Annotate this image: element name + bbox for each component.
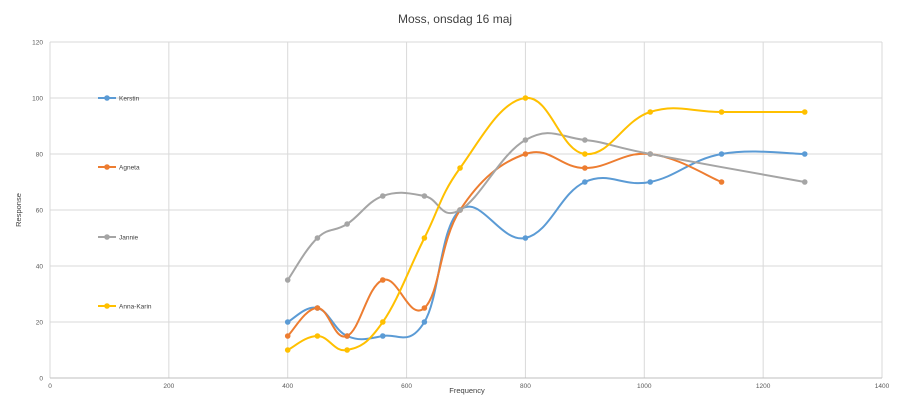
x-tick-label: 400 (282, 383, 293, 390)
data-point-anna-karin (801, 109, 808, 115)
data-point-kerstin (718, 151, 725, 157)
x-tick-label: 1200 (756, 383, 771, 390)
series-agneta (284, 151, 725, 339)
x-tick-label: 600 (401, 383, 412, 390)
x-tick-label: 1400 (875, 383, 890, 390)
data-point-agneta (421, 305, 428, 311)
chart-title: Moss, onsdag 16 maj (398, 12, 512, 26)
data-point-jannie (801, 179, 808, 185)
data-point-anna-karin (522, 95, 529, 101)
data-point-kerstin (284, 319, 291, 325)
data-point-kerstin (380, 333, 386, 339)
data-point-jannie (284, 277, 291, 283)
legend-marker (104, 234, 110, 240)
series-jannie (284, 132, 808, 283)
y-tick-label: 0 (39, 376, 43, 383)
y-axis-label: Response (14, 193, 23, 227)
data-point-anna-karin (582, 151, 588, 157)
x-tick-label: 0 (48, 383, 52, 390)
data-point-jannie (647, 151, 654, 157)
data-point-jannie (344, 221, 350, 227)
data-point-agneta (582, 165, 588, 171)
data-point-kerstin (801, 151, 808, 157)
legend-label: Agneta (119, 165, 140, 172)
x-axis-label: Frequency (449, 386, 485, 395)
y-tick-label: 40 (36, 264, 44, 271)
series-line-kerstin (287, 150, 805, 341)
legend-entry-anna-karin: Anna-Karin (98, 303, 152, 311)
data-point-jannie (380, 193, 386, 199)
series-anna-karin (284, 95, 808, 353)
data-point-kerstin (421, 319, 428, 325)
legend-label: Kerstin (119, 96, 140, 103)
legend-marker (104, 164, 110, 170)
data-point-jannie (582, 137, 588, 143)
series-lines (284, 95, 808, 353)
y-tick-label: 100 (32, 96, 43, 103)
data-point-jannie (421, 193, 428, 199)
series-line-jannie (286, 132, 805, 281)
legend-entry-agneta: Agneta (98, 164, 140, 172)
y-tick-label: 80 (36, 152, 44, 159)
x-tick-label: 800 (520, 383, 531, 390)
data-point-anna-karin (421, 235, 428, 241)
data-point-jannie (457, 207, 463, 213)
legend-marker (104, 303, 110, 309)
legend-marker (104, 95, 110, 101)
data-point-anna-karin (344, 347, 350, 353)
data-point-kerstin (522, 235, 529, 241)
y-tick-label: 20 (36, 320, 44, 327)
data-point-agneta (718, 179, 725, 185)
gridlines (49, 41, 883, 379)
data-point-jannie (522, 137, 529, 143)
data-point-agneta (344, 333, 350, 339)
y-tick-label: 60 (36, 208, 44, 215)
y-axis-ticks: 0 20 40 60 80 100 120 (32, 40, 43, 383)
x-axis-ticks: 0 200 400 600 800 1000 1200 1400 (48, 383, 889, 390)
legend-entry-jannie: Jannie (98, 234, 139, 242)
legend-entry-kerstin: Kerstin (98, 95, 140, 103)
data-point-anna-karin (284, 347, 291, 353)
data-point-agneta (380, 277, 386, 283)
series-line-agneta (286, 151, 722, 338)
data-point-agneta (314, 305, 321, 311)
legend-label: Anna-Karin (119, 304, 152, 311)
data-point-anna-karin (380, 319, 386, 325)
x-tick-label: 200 (163, 383, 174, 390)
data-point-kerstin (582, 179, 588, 185)
data-point-agneta (522, 151, 529, 157)
legend: Kerstin Agneta Jannie Anna-Karin (98, 95, 152, 311)
data-point-jannie (314, 235, 321, 241)
legend-label: Jannie (119, 235, 139, 242)
y-tick-label: 120 (32, 40, 43, 47)
data-point-anna-karin (457, 165, 463, 171)
data-point-kerstin (647, 179, 654, 185)
data-point-agneta (284, 333, 291, 339)
data-point-anna-karin (314, 333, 321, 339)
data-point-anna-karin (718, 109, 725, 115)
x-tick-label: 1000 (637, 383, 652, 390)
data-point-anna-karin (647, 109, 654, 115)
